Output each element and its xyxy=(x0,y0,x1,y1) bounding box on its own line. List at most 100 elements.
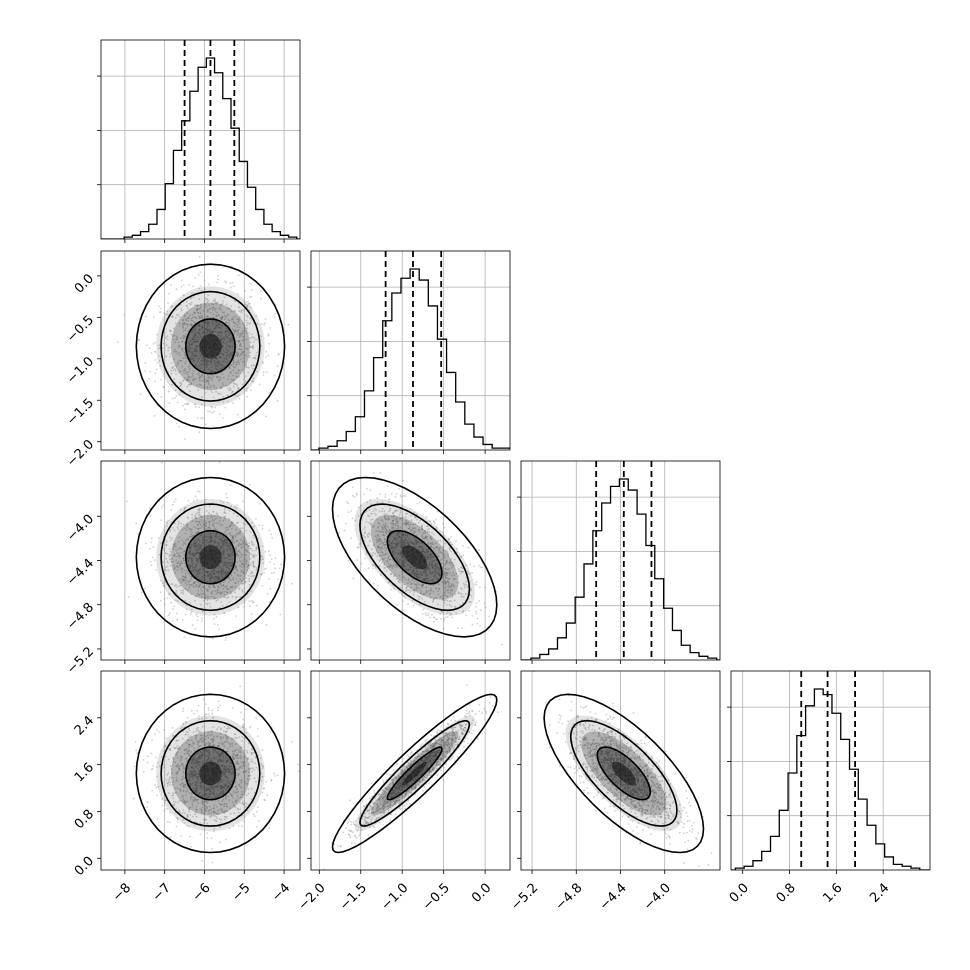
scatter-point xyxy=(216,545,219,548)
scatter-point xyxy=(195,355,197,357)
scatter-point xyxy=(216,576,219,578)
scatter-point xyxy=(358,543,360,546)
scatter-point xyxy=(206,544,208,547)
scatter-point xyxy=(213,545,216,547)
scatter-point xyxy=(213,613,216,616)
scatter-point xyxy=(202,552,205,555)
scatter-point xyxy=(175,350,178,353)
scatter-point xyxy=(239,343,242,346)
scatter-point xyxy=(228,525,231,528)
scatter-point xyxy=(194,540,197,542)
scatter-point xyxy=(395,577,398,580)
scatter-point xyxy=(197,573,200,575)
scatter-point xyxy=(421,598,424,600)
scatter-point xyxy=(226,571,229,574)
scatter-point xyxy=(395,547,398,550)
scatter-point xyxy=(402,609,405,611)
scatter-point xyxy=(200,544,203,547)
scatter-point xyxy=(174,542,177,545)
scatter-point xyxy=(222,501,225,504)
scatter-point xyxy=(188,345,191,347)
scatter-point xyxy=(185,604,188,607)
scatter-point xyxy=(176,619,179,621)
scatter-point xyxy=(214,518,216,520)
scatter-point xyxy=(447,584,450,587)
scatter-point xyxy=(212,586,215,588)
scatter-point xyxy=(201,345,204,348)
scatter-point xyxy=(268,601,271,603)
scatter-point xyxy=(190,323,193,326)
scatter-point xyxy=(185,529,188,531)
scatter-point xyxy=(449,592,452,595)
scatter-point xyxy=(204,557,206,559)
scatter-point xyxy=(221,545,224,547)
scatter-point xyxy=(183,636,186,638)
scatter-point xyxy=(401,534,404,537)
scatter-point xyxy=(209,541,212,544)
scatter-point xyxy=(135,749,138,752)
scatter-point xyxy=(430,572,433,575)
scatter-point xyxy=(219,537,222,540)
scatter-point xyxy=(213,549,216,552)
scatter-point xyxy=(234,548,237,550)
scatter-point xyxy=(208,383,210,386)
scatter-point xyxy=(201,316,203,319)
scatter-point xyxy=(167,347,170,349)
scatter-point xyxy=(166,338,169,341)
scatter-point xyxy=(245,366,248,369)
scatter-point xyxy=(374,552,377,555)
scatter-point xyxy=(190,343,193,346)
scatter-point xyxy=(407,546,409,549)
scatter-point xyxy=(433,575,436,578)
scatter-point xyxy=(415,558,418,561)
scatter-point xyxy=(414,572,417,575)
scatter-point xyxy=(188,368,191,371)
scatter-point xyxy=(180,307,183,310)
scatter-point xyxy=(184,532,187,535)
scatter-point xyxy=(232,345,234,348)
scatter-point xyxy=(424,572,427,575)
scatter-point xyxy=(221,560,224,562)
scatter-point xyxy=(242,566,245,569)
scatter-point xyxy=(367,567,370,570)
scatter-point xyxy=(209,533,212,536)
scatter-point xyxy=(224,590,227,593)
scatter-point xyxy=(184,572,187,575)
scatter-point xyxy=(228,518,231,521)
scatter-point xyxy=(184,336,187,338)
scatter-point xyxy=(226,588,228,590)
scatter-point xyxy=(211,571,214,574)
scatter-point xyxy=(167,562,169,564)
scatter-point xyxy=(215,390,217,393)
scatter-point xyxy=(181,348,183,350)
scatter-point xyxy=(217,274,219,277)
scatter-point xyxy=(208,602,211,605)
scatter-point xyxy=(473,565,476,568)
scatter-point xyxy=(173,605,176,608)
scatter-point xyxy=(223,508,226,511)
scatter-point xyxy=(251,319,253,321)
scatter-point xyxy=(187,376,190,379)
scatter-point xyxy=(211,350,214,353)
scatter-point xyxy=(199,546,202,549)
scatter-point xyxy=(169,564,172,567)
scatter-point xyxy=(231,317,234,320)
scatter-point xyxy=(423,563,426,566)
scatter-point xyxy=(246,395,249,398)
scatter-point xyxy=(252,561,255,563)
scatter-point xyxy=(252,556,255,559)
scatter-point xyxy=(237,320,239,323)
scatter-point xyxy=(206,325,209,328)
scatter-point xyxy=(171,537,174,540)
scatter-point xyxy=(158,305,160,308)
scatter-point xyxy=(224,406,227,409)
scatter-point xyxy=(173,378,176,380)
scatter-point xyxy=(390,522,393,525)
scatter-point xyxy=(194,552,197,555)
scatter-point xyxy=(211,333,214,336)
scatter-point xyxy=(432,584,435,587)
scatter-point xyxy=(220,368,222,370)
scatter-point xyxy=(182,337,185,340)
scatter-point xyxy=(216,546,218,549)
scatter-point xyxy=(216,353,219,356)
